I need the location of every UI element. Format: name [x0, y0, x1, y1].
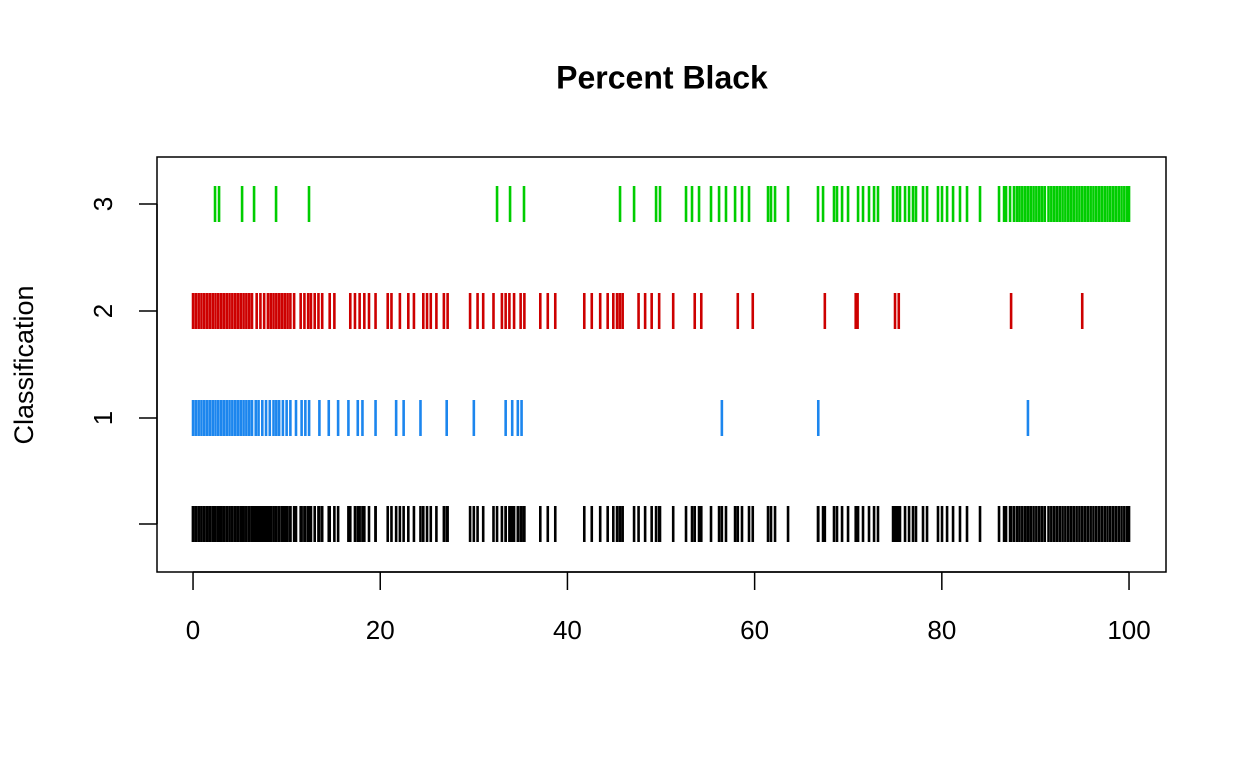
x-tick-label: 100 [1107, 615, 1150, 645]
chart-title: Percent Black [556, 59, 768, 95]
y-axis-label: Classification [9, 285, 39, 444]
y-tick-label: 1 [88, 411, 118, 425]
x-tick-label: 0 [186, 615, 200, 645]
y-tick-label: 3 [88, 197, 118, 211]
x-tick-label: 20 [366, 615, 395, 645]
y-tick-label: 2 [88, 304, 118, 318]
x-tick-label: 60 [740, 615, 769, 645]
x-tick-label: 80 [927, 615, 956, 645]
x-tick-label: 40 [553, 615, 582, 645]
